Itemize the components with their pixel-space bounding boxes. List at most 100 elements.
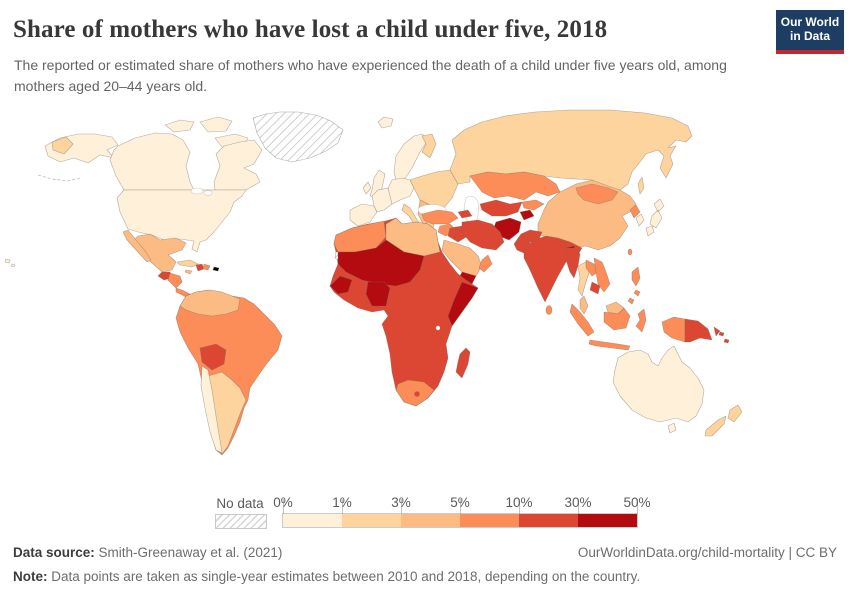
legend-tick-label: 30% <box>564 495 592 510</box>
country-iceland[interactable] <box>378 117 393 128</box>
legend-bin-0%–1%[interactable] <box>283 514 342 527</box>
country-oman[interactable] <box>479 255 492 272</box>
country-mexico-baja[interactable] <box>123 230 151 262</box>
country-indonesia-sumatra[interactable] <box>570 304 594 336</box>
legend-tick-label: 5% <box>450 495 470 510</box>
country-greenland[interactable] <box>253 112 343 162</box>
region-sahel[interactable] <box>338 240 424 286</box>
legend-tick <box>460 499 461 514</box>
legend-tick <box>342 499 343 514</box>
country-philippines[interactable] <box>628 267 640 304</box>
country-papua-new-guinea[interactable] <box>685 319 712 342</box>
owid-logo-line1: Our World <box>780 15 840 30</box>
country-indonesia-sulawesi[interactable] <box>636 309 646 332</box>
footer-note-line: Note: Data points are taken as single-ye… <box>13 569 837 584</box>
country-morocco-algeria[interactable] <box>334 221 386 252</box>
country-uzbekistan-turkmenistan[interactable] <box>480 200 522 216</box>
country-new-britain[interactable] <box>714 327 720 336</box>
great-lakes <box>191 188 203 194</box>
country-new-zealand-north[interactable] <box>728 405 742 422</box>
great-lakes-east <box>204 191 212 196</box>
country-australia[interactable] <box>613 346 704 422</box>
region-caucasus[interactable] <box>458 210 472 218</box>
legend-tick <box>578 499 579 514</box>
legend-bin-10%–30%[interactable] <box>519 514 578 527</box>
country-finland[interactable] <box>422 134 436 158</box>
lake-victoria <box>436 326 440 330</box>
country-north-korea[interactable] <box>630 205 640 218</box>
country-laos[interactable] <box>586 260 598 276</box>
country-united-kingdom[interactable] <box>370 170 385 198</box>
world-choropleth-map <box>0 100 850 495</box>
region-south-america[interactable] <box>176 290 282 455</box>
country-usa[interactable] <box>117 190 246 252</box>
region-eastern-europe[interactable] <box>410 170 458 208</box>
region-central-europe[interactable] <box>388 178 414 204</box>
country-indonesia-java[interactable] <box>589 340 630 350</box>
legend-bin-30%–50%[interactable] <box>578 514 637 527</box>
country-iran[interactable] <box>462 220 504 250</box>
chart-subtitle: The reported or estimated share of mothe… <box>14 57 727 94</box>
footer-citation-link[interactable]: OurWorldinData.org/child-mortality | CC … <box>577 545 837 560</box>
country-vietnam[interactable] <box>594 258 610 292</box>
legend-tick-label: 0% <box>273 495 293 510</box>
country-tasmania[interactable] <box>668 423 676 433</box>
country-ireland[interactable] <box>363 182 371 194</box>
country-saudi-arabia[interactable] <box>442 240 482 276</box>
country-jamaica[interactable] <box>185 270 192 274</box>
country-hawaii[interactable] <box>5 259 15 267</box>
owid-logo[interactable]: Our World in Data <box>776 10 844 54</box>
country-cambodia[interactable] <box>590 282 600 294</box>
legend-tick-label: 10% <box>505 495 533 510</box>
country-indonesia-borneo[interactable] <box>604 308 630 330</box>
country-guinea-sierra-leone[interactable] <box>330 276 352 294</box>
country-madagascar[interactable] <box>456 348 470 378</box>
country-cuba[interactable] <box>177 260 198 267</box>
legend-tick <box>283 499 284 514</box>
country-norway-sweden[interactable] <box>394 134 428 188</box>
country-kazakhstan[interactable] <box>470 172 560 200</box>
legend-tick-label: 50% <box>623 495 651 510</box>
country-solomon-islands[interactable] <box>719 332 729 343</box>
footer-datasource-label: Data source: <box>13 545 95 560</box>
legend-no-data-swatch[interactable] <box>215 514 267 529</box>
country-turkey[interactable] <box>422 210 458 224</box>
legend-tick-labels: 0% 1% 3% 5% 10% 30% 50% <box>273 495 651 514</box>
country-colombia-venezuela[interactable] <box>180 290 240 316</box>
country-dominican-republic[interactable] <box>203 264 210 270</box>
legend-tick <box>637 499 638 514</box>
country-tajikistan[interactable] <box>520 210 534 220</box>
country-somalia[interactable] <box>448 282 478 326</box>
country-chile[interactable] <box>201 366 222 453</box>
legend-tick <box>401 499 402 514</box>
footer-source-line: OurWorldinData.org/child-mortality | CC … <box>13 545 837 560</box>
country-russia-sakhalin[interactable] <box>638 177 644 194</box>
country-spain-portugal[interactable] <box>350 204 377 226</box>
page-title: Share of mothers who have lost a child u… <box>13 16 608 43</box>
country-sri-lanka[interactable] <box>546 306 552 315</box>
country-mongolia[interactable] <box>576 184 618 204</box>
country-nigeria[interactable] <box>366 282 390 306</box>
country-lesotho[interactable] <box>415 392 420 397</box>
country-malaysia-peninsula[interactable] <box>580 296 588 314</box>
country-russia-chukotka[interactable] <box>52 137 73 154</box>
legend-bin-3%–5%[interactable] <box>401 514 460 527</box>
country-honduras-nicaragua[interactable] <box>168 273 182 288</box>
footer-datasource-value: Smith-Greenaway et al. (2021) <box>98 545 283 560</box>
country-canadian-arctic[interactable] <box>165 117 257 160</box>
legend-bin-1%–3%[interactable] <box>342 514 401 527</box>
legend-bin-5%–10%[interactable] <box>460 514 519 527</box>
country-haiti[interactable] <box>196 264 204 271</box>
country-japan[interactable] <box>646 199 664 236</box>
caspian-sea <box>465 196 479 223</box>
country-south-korea[interactable] <box>636 214 644 226</box>
country-puerto-rico[interactable] <box>213 267 219 271</box>
country-bolivia[interactable] <box>200 344 226 370</box>
country-new-zealand-south[interactable] <box>705 416 726 436</box>
country-indonesia-west-papua[interactable] <box>662 317 685 342</box>
country-myanmar[interactable] <box>566 248 580 278</box>
country-taiwan[interactable] <box>628 249 632 255</box>
country-kyrgyzstan[interactable] <box>522 200 544 210</box>
legend-tick-label: 1% <box>332 495 352 510</box>
